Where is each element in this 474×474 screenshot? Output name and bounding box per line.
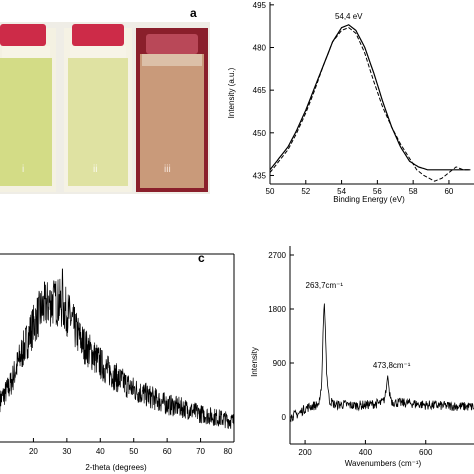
series-line (0, 268, 235, 430)
x-tick-label: 60 (163, 447, 172, 456)
x-axis-label: Wavenumbers (cm⁻¹) (345, 459, 422, 468)
vial-liquid (0, 58, 52, 186)
vial-label: ii (93, 164, 97, 175)
vial-label: i (22, 164, 24, 175)
vial-i: i (0, 24, 56, 192)
x-tick-label: 52 (301, 187, 310, 196)
peak-annotation: 473,8cm⁻¹ (373, 361, 411, 370)
series-line-fit (269, 24, 471, 171)
panel-d-chart: 0 900 1800 2700 200 400 600 263,7cm⁻¹ 473,8cm… (250, 246, 474, 468)
x-axis-label: 2-theta (degrees) (85, 463, 147, 472)
vial-cap (0, 24, 46, 46)
panel-b-chart: 435 450 465 480 495 50 52 54 56 58 60 54,4 eV Bin… (227, 1, 474, 204)
y-axis-label: Intensity (a.u.) (227, 67, 236, 118)
vial-iii: iii (136, 28, 208, 192)
y-tick-label: 0 (282, 413, 287, 422)
x-tick-label: 58 (409, 187, 418, 196)
x-tick-label: 56 (373, 187, 382, 196)
vial-cap (72, 24, 124, 46)
vial-cap (146, 34, 198, 54)
y-axis-label: Intensity (250, 347, 259, 377)
vial-liquid (68, 58, 128, 186)
y-tick-label: 900 (273, 359, 287, 368)
x-tick-label: 20 (29, 447, 38, 456)
panel-a-photo: i ii iii a (0, 6, 210, 194)
panel-letter-c: c (198, 251, 205, 265)
peak-annotation: 54,4 eV (335, 12, 363, 21)
vial-label: iii (164, 164, 171, 175)
x-tick-label: 40 (96, 447, 105, 456)
y-tick-label: 480 (253, 44, 267, 53)
x-tick-label: 54 (337, 187, 346, 196)
vial-ii: ii (64, 24, 132, 192)
y-tick-label: 465 (253, 86, 267, 95)
x-tick-label: 600 (419, 448, 433, 457)
series-line-data (269, 27, 471, 182)
y-tick-label: 2700 (268, 251, 286, 260)
series-line (289, 303, 474, 423)
y-tick-label: 450 (253, 129, 267, 138)
x-tick-label: 80 (224, 447, 233, 456)
vial-liquid (140, 54, 204, 188)
y-tick-label: 495 (253, 1, 267, 10)
x-tick-label: 50 (129, 447, 138, 456)
x-tick-label: 70 (196, 447, 205, 456)
panel-letter-a: a (190, 6, 197, 20)
panel-c-chart: 20 30 40 50 60 70 80 c 2-theta (degrees) (0, 251, 235, 472)
peak-annotation: 263,7cm⁻¹ (306, 281, 344, 290)
x-tick-label: 50 (266, 187, 275, 196)
y-tick-label: 435 (253, 171, 267, 180)
y-tick-label: 1800 (268, 305, 286, 314)
x-tick-label: 60 (444, 187, 453, 196)
x-tick-label: 200 (298, 448, 312, 457)
x-axis-label: Binding Energy (eV) (333, 195, 405, 204)
x-tick-label: 30 (62, 447, 71, 456)
x-tick-label: 400 (359, 448, 373, 457)
